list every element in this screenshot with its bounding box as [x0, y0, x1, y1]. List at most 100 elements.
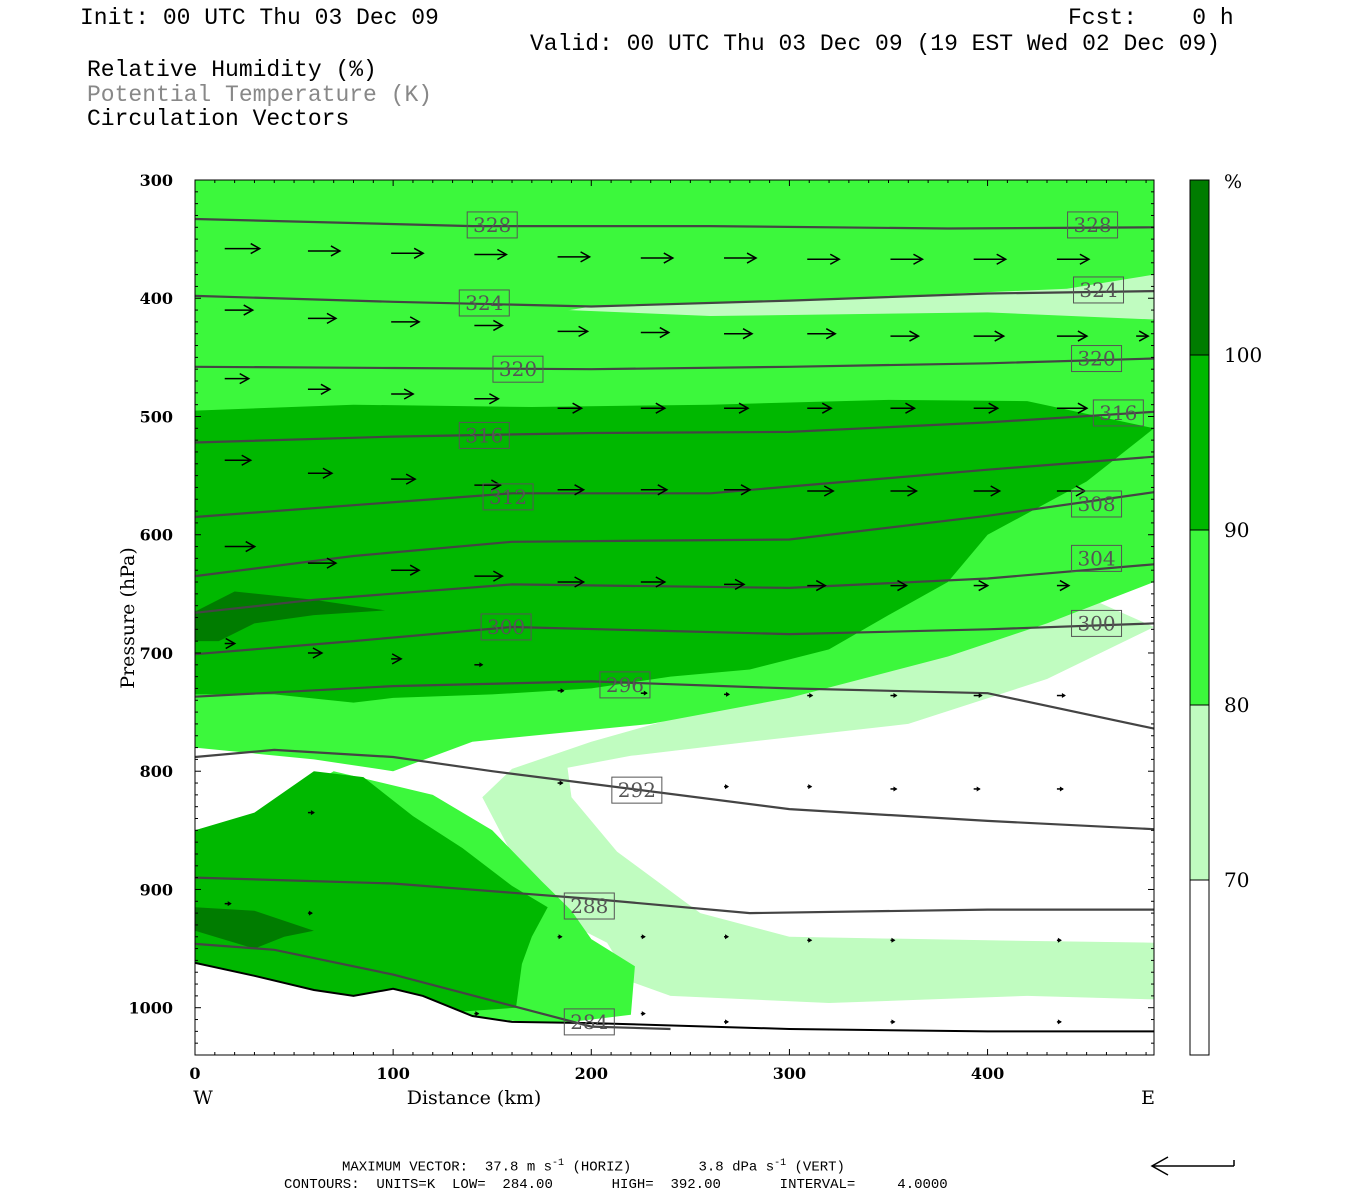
vector-arrow: [1056, 330, 1089, 342]
vector-arrow: [973, 253, 1008, 265]
colorbar-level-label: 80: [1224, 693, 1249, 717]
x-tick-label: 400: [971, 1064, 1004, 1083]
vector-arrow: [890, 937, 896, 943]
vector-arrow: [640, 576, 667, 588]
vector-arrow: [224, 304, 255, 316]
vector-arrow: [807, 693, 814, 699]
vector-head: [578, 325, 590, 338]
vector-arrow: [807, 485, 835, 497]
vector-head: [825, 328, 837, 340]
vector-arrow: [557, 484, 586, 496]
vector-head: [909, 330, 921, 342]
init-time: Init: 00 UTC Thu 03 Dec 09: [80, 5, 439, 31]
vector-arrow: [391, 653, 403, 665]
vector-head: [659, 326, 671, 339]
vector-head: [403, 388, 415, 400]
vector-head: [913, 253, 925, 265]
vector-head: [489, 393, 500, 405]
rh-region-80-90: [195, 180, 1154, 322]
vector-arrow: [724, 484, 752, 496]
theta-line-292: [195, 748, 1154, 831]
field-theta: Potential Temperature (K): [87, 82, 433, 108]
vector-head: [225, 637, 237, 650]
vector-arrow: [640, 934, 646, 940]
vector-head: [742, 328, 754, 340]
theta-label-328: 328: [466, 211, 518, 239]
vector-head: [740, 484, 752, 496]
vector-head: [1077, 330, 1089, 342]
axis-ticks: 300 400 500 600 700 800 900 1000 0 100 200 300 400: [128, 171, 1154, 1083]
vector-arrow: [224, 242, 262, 255]
vector-head: [657, 484, 669, 496]
vector-head: [823, 485, 835, 497]
forecast-hour: Fcst: 0 h: [1068, 5, 1234, 31]
vector-arrow: [391, 316, 421, 328]
vector-head: [734, 578, 746, 591]
vector-head: [641, 1011, 646, 1017]
valid-time: Valid: 00 UTC Thu 03 Dec 09 (19 EST Wed …: [530, 31, 1221, 57]
vector-arrow: [973, 786, 981, 792]
vector-head: [227, 901, 232, 907]
y-axis-title: Pressure (hPa): [117, 547, 139, 689]
vector-head: [808, 937, 813, 943]
vector-head: [559, 780, 564, 786]
vector-head: [891, 1019, 896, 1025]
terrain: [195, 961, 1154, 1055]
vector-arrow: [724, 934, 730, 940]
vector-arrow: [557, 576, 586, 588]
ground-area: [195, 962, 1154, 1055]
theta-label-box: [480, 613, 532, 641]
vector-head: [491, 479, 502, 491]
vector-arrow: [890, 1019, 896, 1025]
vector-arrow: [474, 1011, 480, 1017]
vector-arrow: [807, 328, 837, 340]
vector-head: [310, 810, 315, 816]
theta-label-box: [1071, 490, 1123, 518]
vector-arrow: [391, 247, 425, 259]
vector-arrow: [1056, 253, 1091, 265]
terrain-line: [195, 961, 1154, 1033]
vector-arrow: [724, 328, 754, 340]
vector-arrow: [724, 402, 750, 414]
vector-arrow: [224, 540, 257, 553]
vector-arrow: [1056, 1019, 1062, 1025]
vector-arrow: [307, 647, 324, 659]
vector-arrow: [890, 693, 898, 699]
vector-arrow: [474, 479, 502, 491]
vector-head: [312, 647, 324, 659]
theta-label-320: 320: [1071, 345, 1123, 373]
vector-head: [413, 247, 425, 259]
vector-arrow: [640, 252, 675, 264]
theta-label-316: 316: [1092, 399, 1144, 427]
vector-head: [330, 245, 342, 257]
vector-arrow: [807, 253, 841, 265]
vector-head: [996, 253, 1008, 265]
colorbar-level-label: 70: [1224, 868, 1249, 892]
rh-region-90-100: [195, 771, 548, 1014]
vector-head: [643, 690, 648, 696]
vector-head: [809, 693, 814, 699]
vector-head: [1138, 330, 1150, 342]
vector-arrow: [807, 579, 827, 592]
theta-label-box: [492, 355, 544, 383]
vector-arrow: [391, 388, 415, 400]
vector-head: [1077, 402, 1089, 414]
vector-arrow: [724, 691, 731, 697]
vector-arrow: [640, 326, 671, 339]
theta-labels: 328 328 324 324 320 320 316 316 312 308 304 300 300 2…: [458, 211, 1144, 1036]
theta-label-text: 328: [473, 213, 511, 237]
colorbar: 70 80 90 100: [1189, 179, 1262, 1056]
theta-label-316: 316: [458, 421, 510, 449]
theta-line-308: [195, 491, 1154, 578]
vector-arrow: [224, 454, 253, 466]
theta-line-304: [195, 563, 1154, 614]
theta-label-text: 308: [1077, 492, 1115, 516]
theta-label-box: [1071, 345, 1123, 373]
x-axis-title: Distance (km): [407, 1087, 542, 1109]
theta-label-box: [563, 892, 615, 920]
theta-label-box: [466, 211, 518, 239]
vector-arrow: [557, 688, 565, 694]
vector-head: [326, 312, 338, 325]
vector-head: [1079, 253, 1091, 265]
y-tick-label: 300: [140, 171, 173, 190]
